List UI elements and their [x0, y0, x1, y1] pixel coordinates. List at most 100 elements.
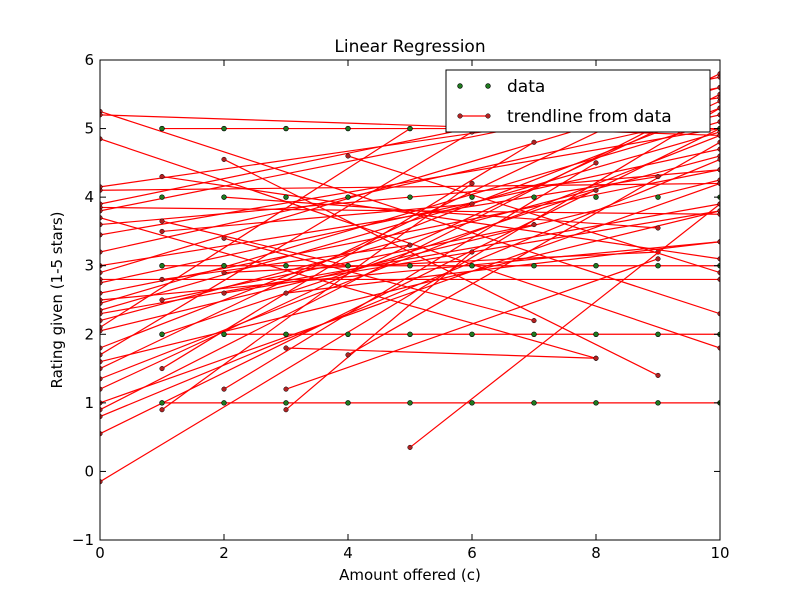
trendline-21	[100, 127, 720, 236]
x-tick-label: 8	[591, 544, 601, 562]
data-point-40	[159, 400, 165, 406]
legend-trendline-marker	[457, 113, 491, 119]
trendline-end-point	[717, 276, 720, 282]
data-point-14	[407, 194, 413, 200]
trendline-start-point	[345, 352, 351, 358]
trendline-end-point	[717, 239, 720, 245]
trendline-start-point	[159, 228, 165, 234]
trendline-end-point	[655, 372, 661, 378]
trendline-end-point	[531, 318, 537, 324]
data-point-22	[283, 263, 289, 269]
trendline-start-point	[221, 156, 227, 162]
trendline-start-point	[100, 318, 103, 324]
y-tick-label: −1	[72, 531, 94, 549]
data-point-10	[159, 194, 165, 200]
trendline-41	[161, 223, 535, 301]
trendline-start-point	[100, 479, 103, 485]
trendline-58	[347, 155, 720, 274]
y-tick-label: 2	[84, 325, 94, 343]
trendline-35	[161, 182, 473, 411]
trendline-start-point	[100, 208, 103, 214]
trendline-start-point	[100, 414, 103, 420]
data-point-35	[469, 331, 475, 337]
trendline-end-point	[531, 222, 537, 228]
trendline-start-point	[100, 352, 103, 358]
trendline-start-point	[159, 297, 165, 303]
data-point-21	[221, 263, 227, 269]
x-tick-label: 4	[343, 544, 353, 562]
trendline-start-point	[159, 407, 165, 413]
trendline-start-point	[159, 366, 165, 372]
trendline-48	[161, 244, 411, 281]
legend-data-marker	[457, 83, 491, 89]
trendline-end-point	[717, 132, 720, 138]
trendline-start-point	[100, 431, 103, 437]
y-tick-label: 6	[84, 51, 94, 69]
trendline-start-point	[100, 297, 103, 303]
data-point-1	[221, 125, 227, 132]
trendline-8	[100, 182, 720, 191]
trendline-42	[161, 189, 597, 335]
trendline-50	[285, 347, 597, 359]
trendline-59	[223, 196, 659, 229]
trendline-25	[100, 114, 720, 253]
legend: data trendline from data	[445, 69, 711, 133]
trendline-31	[100, 134, 720, 380]
legend-trend-dot	[485, 113, 491, 119]
data-point-47	[593, 400, 599, 406]
data-point-26	[531, 263, 537, 269]
legend-data-dot	[485, 83, 491, 89]
trendline-end-point	[593, 160, 599, 166]
plot-frame	[99, 59, 721, 541]
trendline-start-point	[100, 345, 103, 351]
trendline-start-point	[100, 386, 103, 392]
trendline-20	[100, 169, 720, 294]
x-tick-label: 10	[710, 544, 729, 562]
data-point-30	[159, 331, 165, 337]
trendline-end-point	[531, 139, 537, 145]
data-point-38	[655, 331, 661, 337]
trendline-end-point	[593, 187, 599, 193]
data-point-45	[469, 400, 475, 406]
trendline-end-point	[717, 156, 720, 162]
x-axis-label: Amount offered (c)	[339, 566, 481, 584]
trendline-47	[223, 158, 659, 376]
trendline-start-point	[100, 232, 103, 238]
trendline-start-point	[100, 280, 103, 286]
trendline-start-point	[283, 345, 289, 351]
trendline-start-point	[159, 218, 165, 224]
y-tick-label: 4	[84, 188, 94, 206]
trendline-end-point	[717, 146, 720, 152]
data-point-27	[593, 263, 599, 269]
trendline-end-point	[717, 139, 720, 145]
data-point-18	[655, 194, 661, 200]
trendline-start-point	[283, 386, 289, 392]
data-point-15	[469, 194, 475, 200]
x-tick-label: 0	[95, 544, 105, 562]
trendline-45	[161, 175, 720, 260]
trendline-54	[100, 131, 473, 356]
y-tick-label: 5	[84, 120, 94, 138]
data-point-34	[407, 331, 413, 337]
trendline-end-point	[469, 180, 475, 186]
trendline-26	[100, 203, 720, 315]
y-tick-label: 0	[84, 462, 94, 480]
trendline-end-point	[593, 355, 599, 361]
legend-trend-dot	[457, 113, 463, 119]
data-point-41	[221, 400, 227, 406]
data-point-43	[345, 400, 351, 406]
trendline-end-point	[717, 256, 720, 262]
trendline-end-point	[717, 345, 720, 351]
trendline-end-point	[717, 84, 720, 90]
trendline-start-point	[159, 276, 165, 282]
trendline-start-point	[100, 270, 103, 276]
y-axis-label: Rating given (1-5 stars)	[48, 211, 66, 388]
data-point-31	[221, 331, 227, 337]
data-point-2	[283, 125, 289, 132]
data-point-13	[345, 194, 351, 200]
trendline-start-point	[345, 153, 351, 159]
trendline-55	[100, 175, 659, 267]
data-point-20	[159, 263, 165, 269]
trendline-39	[285, 258, 659, 390]
